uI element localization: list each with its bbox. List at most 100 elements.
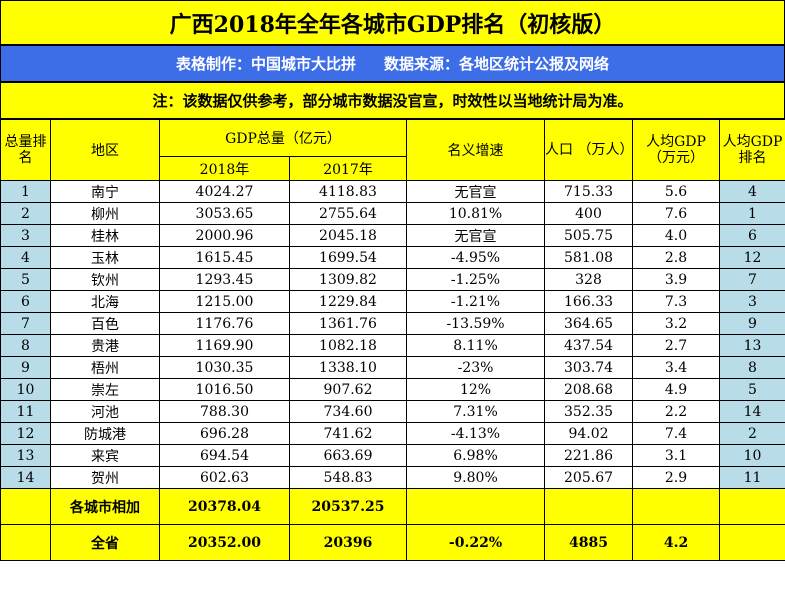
growth-cell: -1.21% (406, 290, 546, 313)
population-cell: 328 (544, 268, 634, 291)
sheet-title: 广西2018年全年各城市GDP排名（初核版） (0, 0, 785, 45)
growth-cell: 无官宣 (406, 180, 546, 203)
rank-cell: 11 (0, 400, 51, 423)
gdp-2017-cell: 4118.83 (288, 180, 408, 203)
gdp-2018-cell: 1176.76 (159, 312, 290, 335)
total-population: 4885 (544, 524, 634, 561)
growth-cell: 10.81% (406, 202, 546, 225)
region-cell: 北海 (50, 290, 160, 313)
table-row: 11 河池 788.30 734.60 7.31% 352.35 2.2 14 (0, 400, 785, 423)
population-cell: 400 (544, 202, 634, 225)
sum-rank-cell (0, 488, 51, 525)
per-capita-rank-cell: 2 (719, 422, 785, 445)
gdp-2017-cell: 1309.82 (288, 268, 408, 291)
per-capita-cell: 3.1 (632, 444, 721, 467)
table-row: 10 崇左 1016.50 907.62 12% 208.68 4.9 5 (0, 378, 785, 401)
region-cell: 贵港 (50, 334, 160, 357)
table-maker: 表格制作：中国城市大比拼 (175, 55, 356, 73)
gdp-2017-cell: 741.62 (288, 422, 408, 445)
gdp-2018-cell: 696.28 (159, 422, 290, 445)
per-capita-cell: 4.0 (632, 224, 721, 247)
rank-cell: 6 (0, 290, 51, 313)
rank-cell: 4 (0, 246, 51, 269)
gdp-2018-cell: 3053.65 (159, 202, 290, 225)
gdp-2017-cell: 1361.76 (288, 312, 408, 335)
growth-cell: 9.80% (406, 466, 546, 489)
sum-gdp-2018: 20378.04 (159, 488, 290, 525)
rank-cell: 9 (0, 356, 51, 379)
gdp-2017-cell: 1699.54 (288, 246, 408, 269)
total-row: 全省 20352.00 20396 -0.22% 4885 4.2 (0, 524, 785, 561)
rank-cell: 2 (0, 202, 51, 225)
sum-gdp-2017: 20537.25 (288, 488, 408, 525)
growth-cell: -1.25% (406, 268, 546, 291)
per-capita-rank-cell: 8 (719, 356, 785, 379)
table-row: 13 来宾 694.54 663.69 6.98% 221.86 3.1 10 (0, 444, 785, 467)
header-region: 地区 (50, 119, 160, 181)
per-capita-rank-cell: 6 (719, 224, 785, 247)
population-cell: 505.75 (544, 224, 634, 247)
sum-row: 各城市相加 20378.04 20537.25 (0, 488, 785, 525)
gdp-2018-cell: 1615.45 (159, 246, 290, 269)
per-capita-rank-cell: 1 (719, 202, 785, 225)
total-per-capita: 4.2 (632, 524, 721, 561)
gdp-2017-cell: 1229.84 (288, 290, 408, 313)
header-2017: 2017年 (288, 156, 408, 181)
population-cell: 166.33 (544, 290, 634, 313)
table-row: 12 防城港 696.28 741.62 -4.13% 94.02 7.4 2 (0, 422, 785, 445)
region-cell: 桂林 (50, 224, 160, 247)
meta-info-bar: 表格制作：中国城市大比拼 数据来源：各地区统计公报及网络 (0, 45, 785, 82)
total-pc-rank-cell (719, 524, 785, 561)
sum-label: 各城市相加 (50, 488, 160, 525)
gdp-2017-cell: 907.62 (288, 378, 408, 401)
region-cell: 柳州 (50, 202, 160, 225)
population-cell: 303.74 (544, 356, 634, 379)
region-cell: 来宾 (50, 444, 160, 467)
population-cell: 94.02 (544, 422, 634, 445)
sum-pc-rank-cell (719, 488, 785, 525)
header-gdp-total: GDP总量（亿元） (158, 119, 408, 157)
sum-pop-cell (544, 488, 634, 525)
per-capita-cell: 5.6 (632, 180, 721, 203)
growth-cell: -4.95% (406, 246, 546, 269)
table-row: 4 玉林 1615.45 1699.54 -4.95% 581.08 2.8 12 (0, 246, 785, 269)
rank-cell: 12 (0, 422, 51, 445)
region-cell: 南宁 (50, 180, 160, 203)
region-cell: 百色 (50, 312, 160, 335)
region-cell: 防城港 (50, 422, 160, 445)
gdp-2017-cell: 2045.18 (288, 224, 408, 247)
rank-cell: 13 (0, 444, 51, 467)
sum-pc-cell (632, 488, 721, 525)
gdp-table: 总量排名 地区 GDP总量（亿元） 名义增速 人口 （万人） 人均GDP（万元）… (0, 119, 785, 561)
per-capita-cell: 7.6 (632, 202, 721, 225)
header-2018: 2018年 (159, 156, 290, 181)
per-capita-cell: 2.8 (632, 246, 721, 269)
rank-cell: 7 (0, 312, 51, 335)
sum-growth-cell (406, 488, 546, 525)
per-capita-cell: 3.4 (632, 356, 721, 379)
data-source: 数据来源：各地区统计公报及网络 (384, 55, 610, 73)
gdp-2018-cell: 694.54 (159, 444, 290, 467)
population-cell: 205.67 (544, 466, 634, 489)
per-capita-rank-cell: 13 (719, 334, 785, 357)
total-label: 全省 (50, 524, 160, 561)
table-row: 2 柳州 3053.65 2755.64 10.81% 400 7.6 1 (0, 202, 785, 225)
gdp-2017-cell: 2755.64 (288, 202, 408, 225)
header-per-capita-rank: 人均GDP排名 (719, 119, 785, 181)
gdp-2017-cell: 1082.18 (288, 334, 408, 357)
population-cell: 221.86 (544, 444, 634, 467)
growth-cell: 8.11% (406, 334, 546, 357)
population-cell: 352.35 (544, 400, 634, 423)
gdp-table-body: 1 南宁 4024.27 4118.83 无官宣 715.33 5.6 4 2 柳州 3053.65… (0, 180, 785, 561)
per-capita-cell: 2.9 (632, 466, 721, 489)
table-row: 5 钦州 1293.45 1309.82 -1.25% 328 3.9 7 (0, 268, 785, 291)
growth-cell: 无官宣 (406, 224, 546, 247)
region-cell: 钦州 (50, 268, 160, 291)
gdp-2017-cell: 548.83 (288, 466, 408, 489)
rank-cell: 10 (0, 378, 51, 401)
region-cell: 玉林 (50, 246, 160, 269)
header-rank: 总量排名 (0, 119, 51, 181)
growth-cell: 7.31% (406, 400, 546, 423)
per-capita-rank-cell: 5 (719, 378, 785, 401)
per-capita-rank-cell: 3 (719, 290, 785, 313)
